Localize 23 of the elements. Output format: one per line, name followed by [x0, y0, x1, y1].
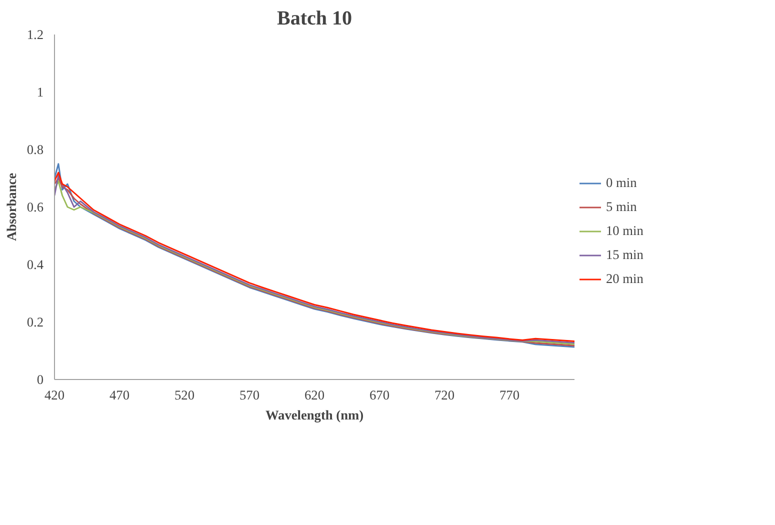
y-tick-label: 1.2 — [26, 27, 44, 42]
legend-label: 5 min — [606, 199, 637, 215]
legend-label: 0 min — [606, 175, 637, 191]
x-tick-label: 570 — [240, 388, 260, 402]
x-axis-title: Wavelength (nm) — [265, 408, 364, 422]
chart-title: Batch 10 — [277, 8, 352, 30]
x-tick-label: 720 — [434, 388, 455, 402]
legend-label: 10 min — [606, 223, 644, 239]
y-tick-label: 0.4 — [26, 257, 44, 272]
x-tick-label: 420 — [44, 388, 65, 402]
x-tick-label: 520 — [174, 388, 195, 402]
y-tick-label: 0.6 — [26, 200, 44, 214]
y-tick-label: 0 — [36, 372, 44, 387]
x-tick-label: 670 — [370, 388, 390, 402]
x-tick-label: 470 — [110, 388, 130, 402]
x-tick-label: 770 — [500, 388, 520, 402]
legend-label: 20 min — [606, 271, 644, 287]
legend-label: 15 min — [606, 247, 644, 263]
y-tick-label: 0.8 — [26, 142, 44, 157]
y-axis-title: Absorbance — [4, 172, 19, 242]
y-tick-label: 0.2 — [26, 314, 44, 330]
x-tick-label: 620 — [304, 388, 325, 402]
y-tick-label: 1 — [36, 84, 44, 100]
